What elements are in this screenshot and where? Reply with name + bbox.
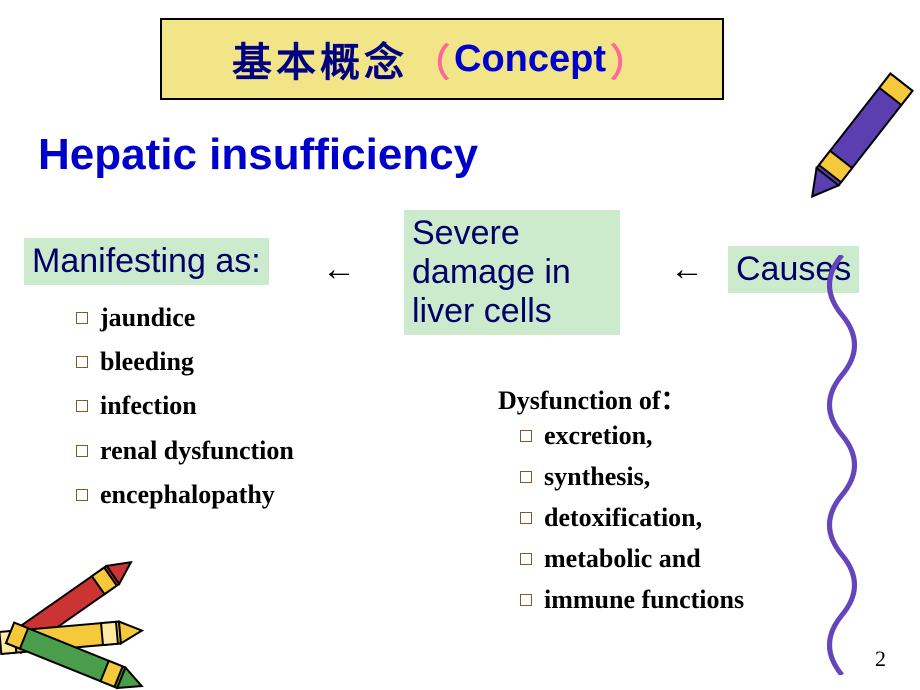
list-dysfunction-title: Dysfunction of： xyxy=(498,380,687,417)
title-box: 基本概念 （ Concept ） xyxy=(160,18,724,100)
list-item-label: immune functions xyxy=(544,585,744,614)
list-manifestations: jaundice bleeding infection renal dysfun… xyxy=(76,296,294,517)
list-dysfunctions: excretion, synthesis, detoxification, me… xyxy=(520,415,744,620)
squiggle-decoration xyxy=(812,255,872,675)
bullet-icon xyxy=(76,312,88,324)
list-item: metabolic and xyxy=(520,538,744,579)
list-item: immune functions xyxy=(520,579,744,620)
bullet-icon xyxy=(76,356,88,368)
list-item-label: bleeding xyxy=(100,347,194,376)
bullet-icon xyxy=(76,400,88,412)
bullet-icon xyxy=(520,430,532,442)
title-paren-close: ） xyxy=(610,32,648,87)
title-chinese: 基本概念 xyxy=(232,30,408,88)
bullet-icon xyxy=(76,445,88,457)
list-item: encephalopathy xyxy=(76,473,294,517)
arrow-left-1: ← xyxy=(322,250,356,289)
list-item: renal dysfunction xyxy=(76,429,294,473)
list-item-label: metabolic and xyxy=(544,544,701,573)
main-heading: Hepatic insufficiency xyxy=(38,130,478,180)
list-item: bleeding xyxy=(76,340,294,384)
title-paren-open: （ xyxy=(412,32,450,87)
box-manifesting: Manifesting as: xyxy=(24,238,269,285)
list-item-label: detoxification, xyxy=(544,503,702,532)
list-item: jaundice xyxy=(76,296,294,340)
list-item-label: infection xyxy=(100,391,197,420)
list-item-label: jaundice xyxy=(100,303,195,332)
list-item: excretion, xyxy=(520,415,744,456)
list-item: infection xyxy=(76,384,294,428)
list-item-label: synthesis, xyxy=(544,462,650,491)
page-number: 2 xyxy=(875,646,886,672)
list-item-label: renal dysfunction xyxy=(100,436,294,465)
arrow-left-2: ← xyxy=(670,250,704,289)
crayon-decoration-bottom-left xyxy=(0,540,180,690)
title-english: Concept xyxy=(454,38,606,81)
crayon-decoration-top-right xyxy=(790,60,920,230)
list-item: synthesis, xyxy=(520,456,744,497)
list-item: detoxification, xyxy=(520,497,744,538)
bullet-icon xyxy=(520,594,532,606)
bullet-icon xyxy=(520,512,532,524)
list-item-label: encephalopathy xyxy=(100,480,275,509)
bullet-icon xyxy=(520,471,532,483)
list-item-label: excretion, xyxy=(544,421,653,450)
bullet-icon xyxy=(76,489,88,501)
bullet-icon xyxy=(520,553,532,565)
box-severe-damage: Severe damage in liver cells xyxy=(404,210,620,335)
